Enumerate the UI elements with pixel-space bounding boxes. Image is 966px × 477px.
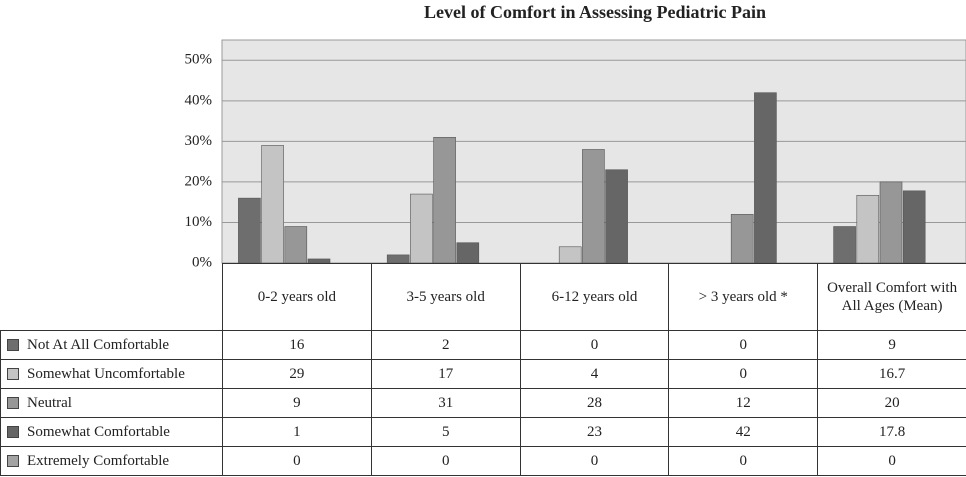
bar — [582, 149, 605, 264]
legend-swatch — [7, 339, 19, 351]
bar — [605, 169, 628, 264]
legend-entry: Neutral — [0, 388, 223, 418]
table-value: 0 — [519, 446, 670, 476]
x-tick-label: 6-12 years old — [519, 263, 670, 331]
table-value: 23 — [519, 417, 670, 447]
table-value: 0 — [668, 446, 819, 476]
legend-swatch — [7, 426, 19, 438]
legend-swatch — [7, 368, 19, 380]
table-value: 17.8 — [817, 417, 966, 447]
table-value: 12 — [668, 388, 819, 418]
legend-label: Somewhat Uncomfortable — [27, 366, 185, 382]
table-value: 17 — [370, 359, 521, 389]
bar — [833, 226, 856, 264]
bar — [284, 226, 308, 264]
table-value: 0 — [222, 446, 372, 476]
x-tick-label: > 3 years old * — [668, 263, 819, 331]
table-value: 2 — [370, 330, 521, 360]
table-value: 29 — [222, 359, 372, 389]
y-tick-label: 10% — [185, 214, 213, 230]
y-tick-label: 40% — [185, 92, 213, 108]
y-tick-label: 30% — [185, 133, 213, 149]
chart-title: Level of Comfort in Assessing Pediatric … — [424, 2, 766, 22]
x-tick-label: Overall Comfort with All Ages (Mean) — [817, 263, 966, 331]
table-value: 4 — [519, 359, 670, 389]
bar — [558, 246, 582, 264]
legend-entry: Extremely Comfortable — [0, 446, 223, 476]
bar — [902, 190, 926, 264]
table-value: 9 — [817, 330, 966, 360]
table-value: 0 — [370, 446, 521, 476]
legend-label: Neutral — [27, 395, 72, 411]
table-value: 20 — [817, 388, 966, 418]
table-value: 0 — [668, 359, 819, 389]
legend-entry: Somewhat Comfortable — [0, 417, 223, 447]
table-value: 16.7 — [817, 359, 966, 389]
table-value: 0 — [668, 330, 819, 360]
table-value: 1 — [222, 417, 372, 447]
bar — [456, 242, 480, 264]
bar — [433, 137, 456, 264]
legend-swatch — [7, 397, 19, 409]
legend-entry: Somewhat Uncomfortable — [0, 359, 223, 389]
legend-entry: Not At All Comfortable — [0, 330, 223, 360]
x-tick-label: 0-2 years old — [222, 263, 372, 331]
legend-label: Not At All Comfortable — [27, 337, 170, 353]
bar — [410, 193, 433, 264]
bar — [856, 194, 880, 264]
table-value: 0 — [519, 330, 670, 360]
legend-label: Extremely Comfortable — [27, 453, 170, 469]
y-tick-label: 20% — [185, 173, 213, 189]
legend-swatch — [7, 455, 19, 467]
bar — [879, 181, 903, 264]
legend-label: Somewhat Comfortable — [27, 424, 170, 440]
table-value: 16 — [222, 330, 372, 360]
x-tick-label: 3-5 years old — [370, 263, 521, 331]
table-value: 31 — [370, 388, 521, 418]
table-value: 0 — [817, 446, 966, 476]
bar — [730, 214, 754, 264]
bar — [754, 92, 777, 264]
table-value: 9 — [222, 388, 372, 418]
bar — [261, 145, 284, 264]
bar — [238, 197, 261, 264]
y-tick-label: 50% — [185, 52, 213, 68]
bar — [386, 254, 410, 264]
table-value: 5 — [370, 417, 521, 447]
table-value: 42 — [668, 417, 819, 447]
table-value: 28 — [519, 388, 670, 418]
y-tick-label: 0% — [192, 254, 212, 270]
